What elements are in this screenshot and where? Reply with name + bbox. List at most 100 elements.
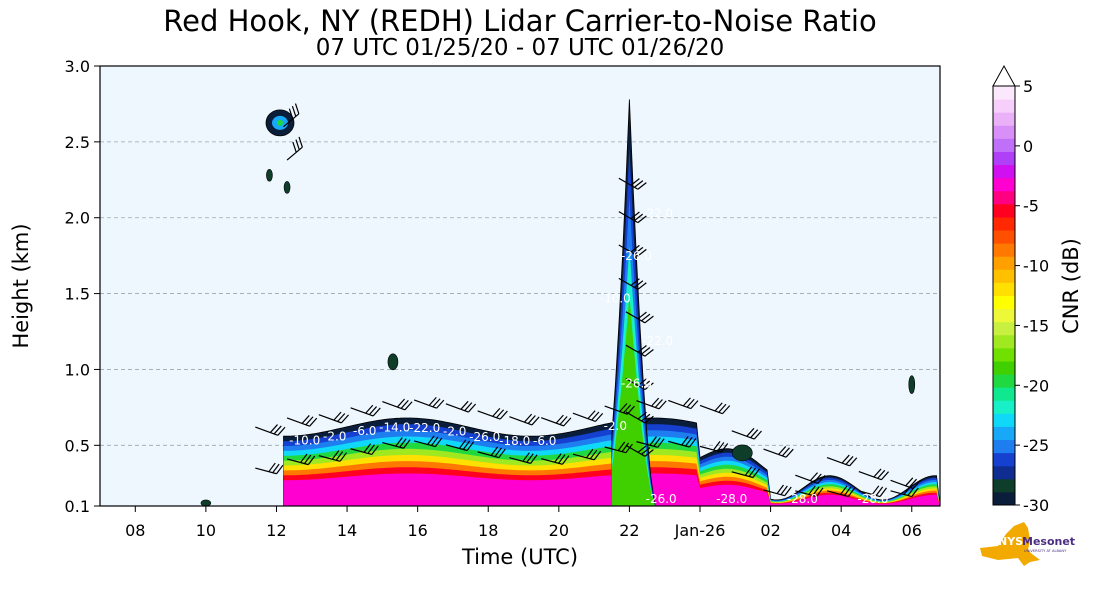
grid-lines — [100, 141, 940, 446]
colorbar-swatch — [993, 138, 1015, 152]
contour-label: -14.0 — [379, 420, 410, 434]
colorbar-tick-label: -15 — [1023, 316, 1049, 335]
y-axis-label: Height (km) — [9, 223, 33, 348]
colorbar-swatch — [993, 282, 1015, 296]
wind-barb — [618, 244, 647, 257]
colorbar-tick-label: -20 — [1023, 376, 1049, 395]
wind-barb — [286, 453, 316, 466]
colorbar-swatch — [993, 269, 1015, 283]
wind-barb — [445, 439, 475, 452]
cnr-speckle — [908, 375, 916, 394]
colorbar-swatch — [993, 334, 1015, 349]
contour-label: -26.0 — [621, 377, 652, 391]
contour-label: -26.0 — [621, 249, 652, 263]
wind-barb — [255, 424, 286, 436]
cnr-speckle — [266, 168, 273, 182]
colorbar-swatch — [993, 190, 1015, 205]
colorbar-tick-label: 5 — [1023, 77, 1033, 96]
plot-background — [100, 66, 940, 506]
colorbar-swatch — [993, 374, 1015, 388]
contour-label: -18.0 — [499, 434, 530, 448]
colorbar-swatch — [993, 387, 1015, 401]
wind-barb — [382, 437, 411, 449]
wind-barbs — [255, 103, 921, 498]
wind-barb — [890, 485, 919, 498]
x-tick-label: 14 — [337, 521, 357, 540]
contour-label: -22.0 — [642, 207, 673, 221]
colorbar-tick-label: -30 — [1023, 496, 1049, 515]
cnr-speckle — [732, 444, 753, 462]
y-tick-label: 0.5 — [65, 436, 90, 455]
colorbar-swatch — [993, 465, 1015, 480]
wind-barb — [625, 344, 654, 357]
colorbar-swatch — [993, 243, 1015, 257]
wind-barb — [318, 450, 348, 462]
logo-sub-text: UNIVERSITY AT ALBANY — [1024, 549, 1067, 553]
colorbar-swatch — [993, 439, 1015, 454]
wind-barb — [604, 441, 633, 454]
contour-label: -28.0 — [716, 492, 747, 506]
wind-barb — [731, 427, 762, 440]
colorbar-swatch — [993, 112, 1015, 126]
chart-subtitle: 07 UTC 01/25/20 - 07 UTC 01/26/20 — [315, 35, 725, 61]
wind-barb — [826, 454, 858, 467]
contour-label: -26.0 — [646, 492, 677, 506]
colorbar-swatch — [993, 151, 1015, 166]
wind-barb — [509, 452, 538, 464]
cloud-fragment-peak — [277, 119, 283, 126]
wind-barb — [826, 485, 856, 498]
colorbar-swatch — [993, 203, 1015, 218]
contour-label: -2.0 — [443, 425, 466, 439]
x-tick-label: 20 — [549, 521, 569, 540]
x-axis-label: Time (UTC) — [461, 545, 578, 569]
colorbar-swatch — [993, 164, 1015, 179]
colorbar-swatch — [993, 491, 1015, 506]
colorbar-swatch — [993, 125, 1015, 139]
wind-barb — [699, 441, 729, 453]
colorbar-swatch — [993, 321, 1015, 336]
contour-label: -22.0 — [642, 334, 673, 348]
contour-labels: -10.0 -2.0 -6.0 -14.0-22.0 -2.0 -26.0-18.0 -6.… — [289, 207, 888, 506]
wind-barb — [618, 277, 647, 290]
wind-barb — [255, 462, 284, 475]
wind-barb — [668, 436, 697, 448]
colorbar-swatch — [993, 426, 1015, 441]
x-tick-label: 12 — [266, 521, 286, 540]
contour-label: -28.0 — [857, 492, 888, 506]
contour-label: -10.0 — [600, 292, 631, 306]
colorbar-swatch — [993, 177, 1015, 192]
wind-barb — [625, 311, 654, 324]
contour-label: -22.0 — [409, 421, 440, 435]
y-tick-label: 1.5 — [65, 285, 90, 304]
wind-barb — [795, 472, 826, 484]
cnr-field — [200, 99, 940, 506]
contour-label: -6.0 — [353, 424, 376, 438]
x-tick-label: 06 — [902, 521, 922, 540]
x-tick-label: 10 — [196, 521, 216, 540]
colorbar-tick-label: -5 — [1023, 197, 1039, 216]
colorbar-swatch — [993, 295, 1015, 310]
colorbar-swatch — [993, 452, 1015, 467]
y-tick-label: 2.0 — [65, 209, 90, 228]
cnr-speckle — [283, 181, 291, 194]
cnr-speckle — [387, 353, 399, 371]
colorbar-tick-label: -25 — [1023, 436, 1049, 455]
x-tick-label: 16 — [407, 521, 427, 540]
wind-barb — [763, 484, 792, 497]
y-tick-label: 1.0 — [65, 360, 90, 379]
wind-barb — [625, 411, 654, 424]
wind-barb — [477, 407, 508, 420]
colorbar-tick-label: -10 — [1023, 257, 1049, 276]
wind-barb — [350, 404, 381, 417]
x-tick-label: 04 — [831, 521, 851, 540]
logo-nys-text: NYS — [998, 535, 1023, 548]
x-tick-label: 08 — [125, 521, 145, 540]
colorbar-swatch — [993, 360, 1015, 375]
y-tick-label: 0.1 — [65, 497, 90, 516]
wind-barb — [618, 177, 647, 190]
logo-brand-text: Mesonet — [1022, 535, 1075, 548]
wind-barb — [445, 400, 477, 413]
contour-label: -2.0 — [604, 419, 627, 433]
contour-label: -26.0 — [469, 430, 500, 444]
